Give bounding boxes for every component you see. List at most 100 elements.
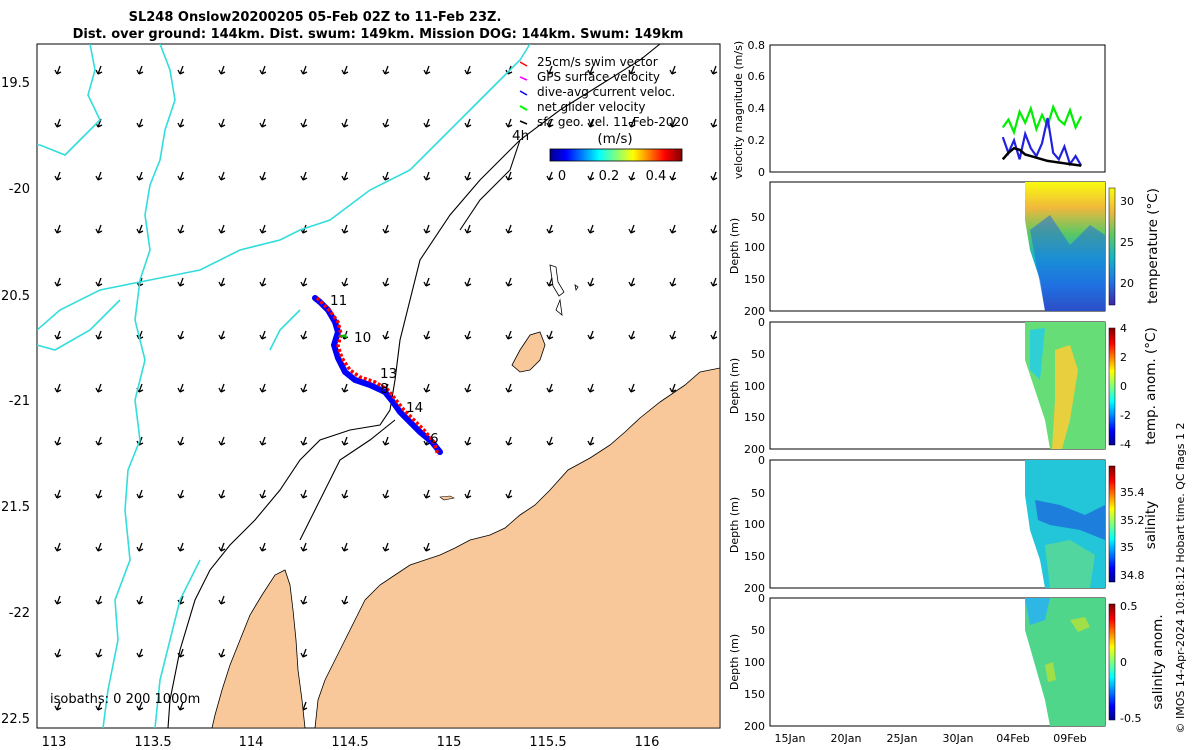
map-y-ticks: 19.5 -20 20.5 -21 21.5 -22 22.5	[1, 76, 30, 727]
tanom-cbar-m2: -2	[1120, 409, 1131, 422]
y-tick-19-5: 19.5	[1, 76, 30, 91]
map-panel: 11 10 13 8 14 6 4h 25cm/s swim vector GP…	[1, 43, 721, 750]
salinity-anom-ylabel: Depth (m)	[728, 634, 741, 690]
track-label-6: 6	[430, 431, 439, 447]
vel-y-tick-0-4: 0.4	[748, 102, 766, 115]
sal-cbar-34-8: 34.8	[1120, 569, 1145, 582]
temp-anom-ylabel: Depth (m)	[728, 358, 741, 414]
legend-item-swim: 25cm/s swim vector	[519, 55, 658, 69]
x-tick-116: 116	[635, 735, 660, 750]
sal-y-100: 100	[744, 518, 765, 531]
x-tick-30jan: 30Jan	[943, 732, 974, 745]
legend-item-dive-avg: dive-avg current veloc.	[519, 85, 675, 99]
svg-text:sfc geo. vel. 11-Feb-2020: sfc geo. vel. 11-Feb-2020	[537, 115, 689, 129]
tanom-y-50: 50	[751, 348, 765, 361]
sal-cbar-35-4: 35.4	[1120, 486, 1145, 499]
temp-anom-cbar-label: temp. anom. (°C)	[1143, 327, 1159, 444]
peninsula	[211, 569, 306, 728]
temp-cbar-30: 30	[1120, 195, 1134, 208]
salinity-anom-cbar-label: salinity anom.	[1150, 614, 1166, 709]
salinity-anom-low-band	[1025, 598, 1050, 625]
sal-y-0: 0	[758, 454, 765, 467]
x-tick-25jan: 25Jan	[887, 732, 918, 745]
y-tick-21-5: 21.5	[1, 500, 30, 515]
glider-track-current	[312, 295, 443, 455]
legend-item-sfc-geo: sfc geo. vel. 11-Feb-2020	[519, 115, 689, 129]
temp-cbar-25: 25	[1120, 236, 1134, 249]
salinity-salty-band	[1045, 540, 1095, 588]
velocity-series-0	[1001, 103, 1083, 136]
vel-y-tick-0: 0	[758, 166, 765, 179]
x-tick-09feb: 09Feb	[1053, 732, 1086, 745]
legend-item-net-glider: net glider velocity	[519, 100, 645, 114]
colorbar-tick-2: 0.4	[646, 169, 667, 184]
colorbar-tick-1: 0.2	[599, 169, 620, 184]
sanom-y-150: 150	[744, 688, 765, 701]
x-tick-113-5: 113.5	[134, 735, 171, 750]
copyright-note: © IMOS 14-Apr-2024 10:18:12 Hobart time.…	[1174, 423, 1187, 734]
vel-y-tick-0-6: 0.6	[748, 70, 766, 83]
sanom-cbar-0-5: 0.5	[1120, 600, 1138, 613]
mainland	[314, 367, 720, 728]
temp-anom-panel: 4 2 0 -2 -4 temp. anom. (°C) 0 50 100 15…	[728, 316, 1159, 456]
temp-anom-cool-band	[1030, 328, 1045, 380]
temp-cbar-20: 20	[1120, 277, 1134, 290]
temp-y-50: 50	[751, 211, 765, 224]
salinity-cbar-label: salinity	[1143, 501, 1159, 549]
velocity-frame	[769, 44, 1106, 173]
salinity-anom-panel: 0.5 0 -0.5 salinity anom. 0 50 100 150 2…	[728, 592, 1166, 733]
y-tick-20: -20	[9, 182, 30, 197]
coastline	[37, 44, 531, 728]
salinity-colorbar	[1108, 465, 1116, 583]
map-x-ticks: 113 113.5 114 114.5 115 115.5 116	[42, 735, 660, 750]
sal-y-200: 200	[744, 582, 765, 595]
x-tick-20jan: 20Jan	[831, 732, 862, 745]
track-label-10: 10	[354, 330, 371, 346]
isobath-lines	[167, 44, 661, 728]
sal-y-150: 150	[744, 550, 765, 563]
svg-text:GPS surface velocity: GPS surface velocity	[537, 70, 660, 84]
islet	[439, 495, 455, 501]
salinity-fresh-band	[1035, 500, 1105, 540]
velocity-ylabel: velocity magnitude (m/s)	[732, 41, 745, 179]
sanom-y-100: 100	[744, 656, 765, 669]
y-tick-20-5: 20.5	[1, 289, 30, 304]
temperature-ylabel: Depth (m)	[728, 218, 741, 274]
svg-text:dive-avg current veloc.: dive-avg current veloc.	[537, 85, 675, 99]
glider-track-swim-vectors	[315, 296, 440, 456]
island	[511, 331, 546, 373]
sanom-cbar-0: 0	[1120, 656, 1127, 669]
temperature-cold-layer	[1030, 215, 1105, 311]
salinity-anom-section	[1025, 598, 1105, 726]
tanom-cbar-m4: -4	[1120, 438, 1131, 451]
sanom-y-50: 50	[751, 624, 765, 637]
velocity-panel: 0 0.2 0.4 0.6 0.8 velocity magnitude (m/…	[732, 39, 1106, 179]
svg-text:25cm/s swim vector: 25cm/s swim vector	[537, 55, 658, 69]
temp-y-150: 150	[744, 273, 765, 286]
tanom-y-100: 100	[744, 380, 765, 393]
sanom-y-200: 200	[744, 720, 765, 733]
temperature-panel: 30 25 20 temperature (°C) 50 100 150 200…	[728, 181, 1161, 318]
tanom-y-0: 0	[758, 316, 765, 329]
colorbar-title: (m/s)	[597, 131, 632, 147]
tanom-cbar-2: 2	[1120, 351, 1127, 364]
sal-cbar-35: 35	[1120, 541, 1134, 554]
salinity-ylabel: Depth (m)	[728, 497, 741, 553]
tanom-cbar-4: 4	[1120, 322, 1127, 335]
y-tick-22: -22	[9, 606, 30, 621]
tanom-y-150: 150	[744, 411, 765, 424]
sanom-cbar-m0-5: -0.5	[1120, 712, 1141, 725]
vel-y-tick-0-2: 0.2	[748, 134, 766, 147]
y-tick-22-5: 22.5	[1, 712, 30, 727]
sanom-y-0: 0	[758, 592, 765, 605]
vel-y-tick-0-8: 0.8	[748, 39, 766, 52]
velocity-series-layer	[1001, 103, 1083, 167]
figure-subtitle: Dist. over ground: 144km. Dist. swum: 14…	[73, 27, 684, 42]
figure-title: SL248 Onslow20200205 05-Feb 02Z to 11-Fe…	[129, 10, 502, 25]
tanom-cbar-0: 0	[1120, 380, 1127, 393]
x-tick-115-5: 115.5	[529, 735, 566, 750]
speed-colorbar	[549, 148, 683, 162]
temp-anom-warm-band	[1052, 345, 1078, 449]
track-label-11: 11	[330, 293, 347, 309]
